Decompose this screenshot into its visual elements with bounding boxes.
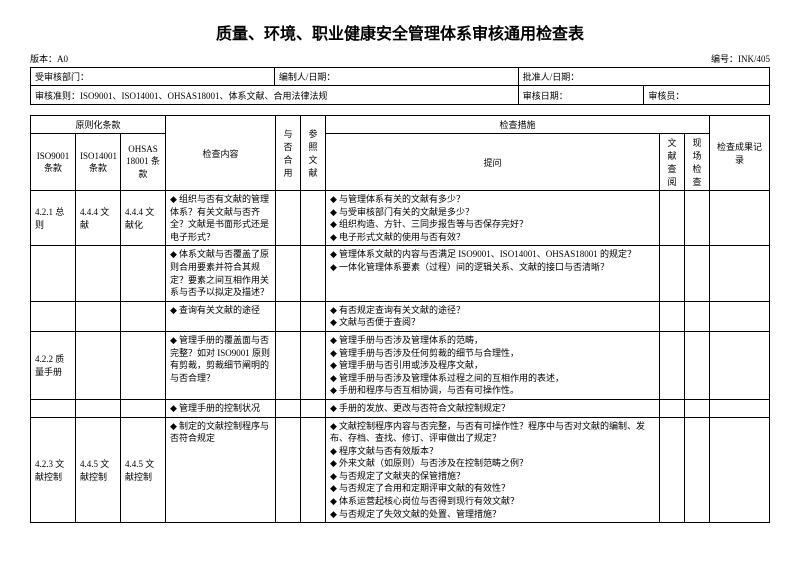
criteria-cell: 审核准则：ISO9001、ISO14001、OHSAS18001、体系文献、合用… (31, 86, 519, 105)
cell (659, 417, 684, 523)
cell (301, 331, 326, 399)
col-iso9001: ISO9001 条款 (31, 134, 76, 191)
col-apply: 与否合用 (276, 116, 301, 191)
cell (710, 399, 770, 417)
table-row: 体系文献与否覆盖了原则合用要素并符合其规定？要素之间互相作用关系与否予以拟定及描… (31, 246, 770, 301)
cell (31, 301, 76, 331)
cell (276, 301, 301, 331)
col-ref: 参照文献 (301, 116, 326, 191)
col-content: 检查内容 (166, 116, 276, 191)
cell (684, 301, 709, 331)
cell (276, 417, 301, 523)
col-group-clause: 原则化条款 (31, 116, 166, 134)
cell (301, 246, 326, 301)
meta-row: 版本：A0 编号：INK/405 (30, 52, 770, 65)
cell (301, 301, 326, 331)
cell (301, 399, 326, 417)
content-cell: 管理手册的覆盖面与否完整？如对 ISO9001 原则有剪裁，剪裁细节阐明的与否合… (166, 331, 276, 399)
table-head: 原则化条款 检查内容 与否合用 参照文献 检查措施 检查成果记录 ISO9001… (31, 116, 770, 191)
cell (659, 399, 684, 417)
table-row: 4.2.1 总则4.4.4 文献4.4.4 文献化组织与否有文献的管理体系？有关… (31, 191, 770, 246)
cell (76, 331, 121, 399)
table-row: 4.2.2 质量手册 管理手册的覆盖面与否完整？如对 ISO9001 原则有剪裁，… (31, 331, 770, 399)
cell: 4.2.3 文献控制 (31, 417, 76, 523)
cell (659, 246, 684, 301)
header-table-1: 受审核部门： 编制人/日期： 批准人/日期： 审核准则：ISO9001、ISO1… (30, 67, 770, 105)
cell (710, 417, 770, 523)
cell (31, 399, 76, 417)
cell (31, 246, 76, 301)
doc-no-label: 编号：INK/405 (711, 52, 770, 65)
table-row: 4.2.3 文献控制4.4.5 文献控制4.4.5 文献控制制定的文献控制程序与… (31, 417, 770, 523)
content-cell: 管理手册的控制状况 (166, 399, 276, 417)
question-cell: 管理体系文献的内容与否满足 ISO9001、ISO14001、OHSAS1800… (326, 246, 660, 301)
question-cell: 手册的发放、更改与否符合文献控制规定？ (326, 399, 660, 417)
col-ohsas: OHSAS 18001 条款 (121, 134, 166, 191)
cell (710, 331, 770, 399)
cell (76, 301, 121, 331)
page-title: 质量、环境、职业健康安全管理体系审核通用检查表 (30, 20, 770, 44)
cell (659, 331, 684, 399)
cell (659, 301, 684, 331)
cell (684, 417, 709, 523)
cell: 4.2.1 总则 (31, 191, 76, 246)
cell (276, 191, 301, 246)
cell (121, 399, 166, 417)
col-sitechk: 现场检查 (684, 134, 709, 191)
question-cell: 有否规定查询有关文献的途径？文献与否便于查阅？ (326, 301, 660, 331)
cell (659, 191, 684, 246)
col-question: 提问 (326, 134, 660, 191)
cell: 4.4.5 文献控制 (76, 417, 121, 523)
cell (301, 417, 326, 523)
col-group-measures: 检查措施 (326, 116, 710, 134)
cell: 4.2.2 质量手册 (31, 331, 76, 399)
cell (276, 246, 301, 301)
question-cell: 文献控制程序内容与否完整，与否有可操作性？程序中与否对文献的编制、发布、存档、查… (326, 417, 660, 523)
table-row: 管理手册的控制状况 手册的发放、更改与否符合文献控制规定？ (31, 399, 770, 417)
preparer-cell: 编制人/日期： (274, 68, 518, 86)
cell (76, 246, 121, 301)
cell (276, 331, 301, 399)
dept-cell: 受审核部门： (31, 68, 275, 86)
table-body: 4.2.1 总则4.4.4 文献4.4.4 文献化组织与否有文献的管理体系？有关… (31, 191, 770, 523)
cell (121, 331, 166, 399)
version-label: 版本：A0 (30, 52, 68, 65)
cell (710, 246, 770, 301)
col-docchk: 文献查阅 (659, 134, 684, 191)
cell: 4.4.5 文献控制 (121, 417, 166, 523)
cell: 4.4.4 文献 (76, 191, 121, 246)
cell: 4.4.4 文献化 (121, 191, 166, 246)
col-result: 检查成果记录 (710, 116, 770, 191)
cell (710, 191, 770, 246)
question-cell: 与管理体系有关的文献有多少？与受审核部门有关的文献是多少？组织构造、方针、三同步… (326, 191, 660, 246)
question-cell: 管理手册与否涉及管理体系的范畴，管理手册与否涉及任何剪裁的细节与合理性，管理手册… (326, 331, 660, 399)
content-cell: 体系文献与否覆盖了原则合用要素并符合其规定？要素之间互相作用关系与否予以拟定及描… (166, 246, 276, 301)
approver-cell: 批准人/日期： (518, 68, 769, 86)
cell (684, 331, 709, 399)
content-cell: 组织与否有文献的管理体系？有关文献与否齐全？文献是书面形式还是电子形式？ (166, 191, 276, 246)
cell (121, 246, 166, 301)
col-iso14001: ISO14001 条款 (76, 134, 121, 191)
cell (684, 246, 709, 301)
main-table: 原则化条款 检查内容 与否合用 参照文献 检查措施 检查成果记录 ISO9001… (30, 115, 770, 523)
date-auditor-cell: 审核日期： 审核员： (518, 86, 769, 105)
cell (710, 301, 770, 331)
cell (684, 399, 709, 417)
cell (276, 399, 301, 417)
cell (301, 191, 326, 246)
content-cell: 制定的文献控制程序与否符合规定 (166, 417, 276, 523)
cell (121, 301, 166, 331)
content-cell: 查询有关文献的途径 (166, 301, 276, 331)
cell (76, 399, 121, 417)
table-row: 查询有关文献的途径 有否规定查询有关文献的途径？文献与否便于查阅？ (31, 301, 770, 331)
cell (684, 191, 709, 246)
